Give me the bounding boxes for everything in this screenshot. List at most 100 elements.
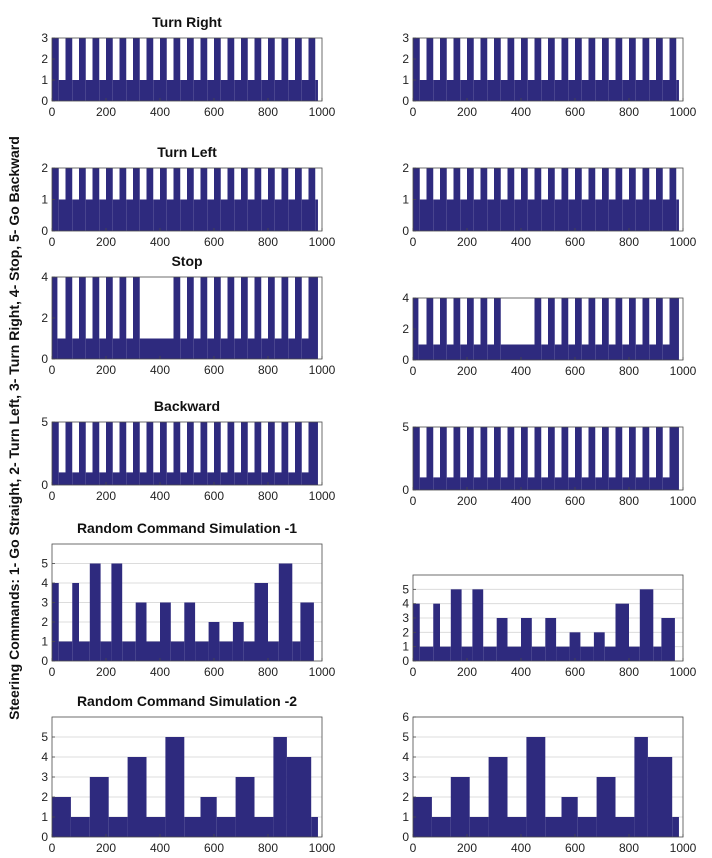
bar: [58, 472, 66, 485]
bar: [311, 817, 318, 837]
bar: [133, 168, 140, 231]
bar: [446, 199, 454, 231]
bar: [450, 589, 462, 661]
bar: [494, 38, 501, 101]
bar: [669, 427, 679, 490]
bar: [548, 38, 555, 101]
bar: [243, 641, 255, 661]
x-tick-label: 400: [150, 489, 170, 503]
y-tick-label: 0: [41, 94, 48, 108]
bar: [669, 298, 679, 360]
y-tick-label: 5: [402, 420, 409, 434]
bar: [268, 277, 275, 359]
bar: [461, 646, 473, 661]
bar: [126, 80, 133, 101]
y-tick-label: 1: [41, 73, 48, 87]
bar: [676, 80, 679, 101]
x-tick-label: 0: [410, 841, 417, 855]
bar: [295, 277, 302, 359]
bar: [453, 38, 461, 101]
bar: [588, 298, 596, 360]
bar: [180, 338, 187, 359]
bar: [112, 199, 120, 231]
y-tick-label: 0: [41, 224, 48, 238]
bar: [480, 38, 488, 101]
bar: [433, 344, 440, 360]
y-tick-label: 1: [402, 640, 409, 654]
x-tick-label: 1000: [309, 235, 336, 249]
x-tick-label: 0: [410, 494, 417, 508]
bar: [419, 199, 427, 231]
bar: [431, 817, 451, 837]
y-tick-label: 0: [41, 654, 48, 668]
bar: [581, 344, 589, 360]
bar: [308, 277, 318, 359]
y-tick-label: 0: [41, 478, 48, 492]
axes-frame: [412, 37, 684, 102]
bar: [487, 199, 494, 231]
bar: [111, 563, 123, 661]
bar: [99, 338, 106, 359]
bar: [460, 344, 467, 360]
bar: [308, 38, 316, 101]
bar: [273, 737, 287, 837]
bar: [554, 80, 562, 101]
bar: [672, 817, 679, 837]
bar: [315, 199, 318, 231]
y-tick-label: 5: [402, 582, 409, 596]
bar: [281, 277, 289, 359]
bar: [268, 38, 275, 101]
bar: [122, 641, 136, 661]
x-tick-label: 600: [565, 494, 585, 508]
y-tick-label: 6: [402, 710, 409, 724]
bar: [521, 168, 528, 231]
x-tick-label: 200: [96, 363, 116, 377]
bar: [662, 344, 670, 360]
x-tick-label: 0: [410, 364, 417, 378]
chart-turn-right-left: 0 1 2 3 0 200 400 600 800 1000 Turn Right: [41, 14, 335, 119]
x-tick-label: 400: [150, 363, 170, 377]
bar: [58, 80, 66, 101]
y-tick-label: 2: [41, 790, 48, 804]
bar: [615, 427, 623, 490]
chart-random-2-right: 0 1 2 3 4 5 6 0 200 400 600 800 1000: [402, 710, 696, 855]
bar: [180, 472, 187, 485]
bar: [568, 477, 575, 490]
bar: [126, 199, 133, 231]
x-tick-label: 200: [457, 841, 477, 855]
bar: [595, 477, 602, 490]
bar: [467, 427, 474, 490]
bar: [207, 472, 214, 485]
x-tick-label: 0: [49, 363, 56, 377]
bar: [521, 38, 528, 101]
bar: [548, 168, 555, 231]
bar: [58, 641, 73, 661]
bar: [146, 641, 160, 661]
bar: [254, 583, 268, 661]
bar: [99, 199, 106, 231]
bar: [588, 38, 596, 101]
bar: [208, 622, 220, 661]
bar: [635, 199, 643, 231]
bar: [642, 168, 650, 231]
bar: [413, 603, 420, 661]
x-tick-label: 600: [204, 105, 224, 119]
y-tick-label: 4: [41, 750, 48, 764]
y-tick-label: 2: [402, 52, 409, 66]
bar: [575, 168, 582, 231]
x-tick-label: 1000: [309, 489, 336, 503]
y-tick-label: 0: [402, 224, 409, 238]
bar: [467, 298, 474, 360]
bar: [467, 168, 474, 231]
y-tick-label: 0: [402, 830, 409, 844]
bar: [92, 168, 100, 231]
x-tick-label: 1000: [670, 235, 697, 249]
bar: [500, 344, 535, 360]
chart-random-2-left: 0 1 2 3 4 5 0 200 400 600 800 1000 Random Command Si…: [41, 693, 335, 855]
bar: [220, 80, 228, 101]
x-tick-label: 200: [457, 665, 477, 679]
bar: [187, 422, 194, 485]
bar: [426, 427, 434, 490]
bar: [106, 38, 113, 101]
x-tick-label: 600: [565, 235, 585, 249]
